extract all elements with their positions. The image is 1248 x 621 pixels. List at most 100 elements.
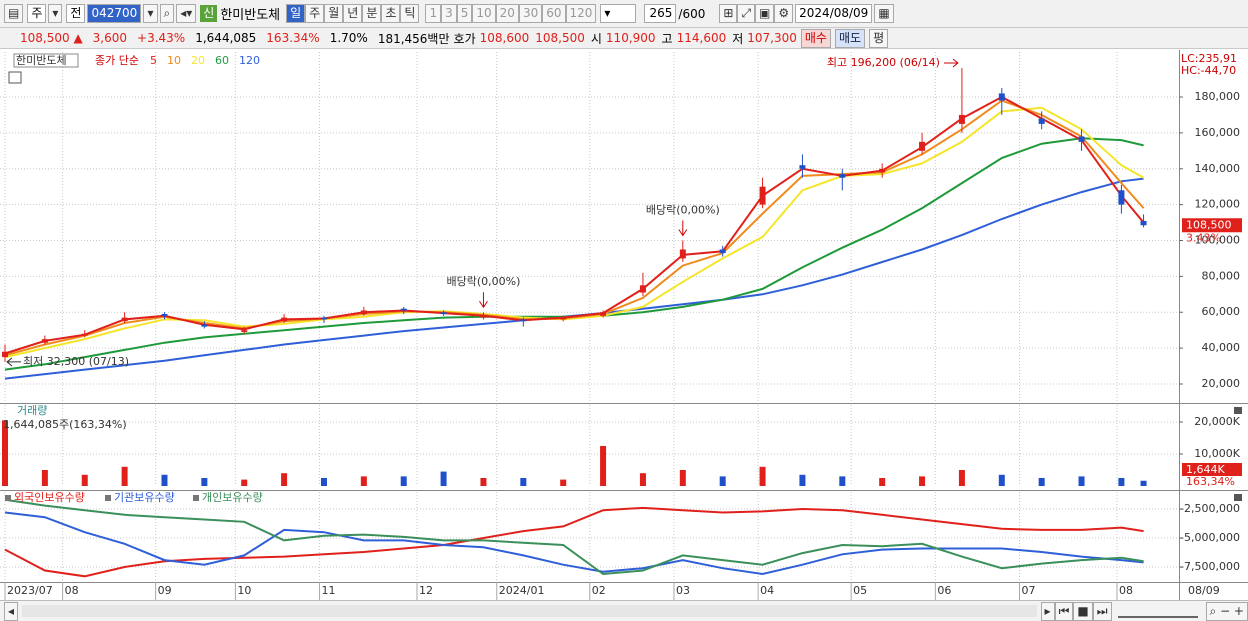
scroll-right[interactable]: ▸ — [1040, 601, 1055, 621]
zoom-button[interactable]: ⌕ − + — [1205, 601, 1248, 621]
legend-entry: 10 — [167, 54, 181, 67]
save-button[interactable]: ▣ — [755, 4, 775, 23]
search-button[interactable]: ⌕ — [159, 4, 175, 23]
scroll-track[interactable] — [22, 605, 1037, 617]
volume-bar — [2, 420, 8, 486]
legend-entry: 개인보유수량 — [202, 491, 263, 504]
interval-button[interactable]: 5 — [456, 4, 473, 23]
period-button[interactable]: 년 — [343, 4, 363, 23]
period-button[interactable]: 틱 — [400, 4, 420, 23]
period-button[interactable]: 초 — [381, 4, 401, 23]
legend-label: 종가 단순 — [95, 54, 139, 67]
calc-icon[interactable] — [8, 71, 22, 84]
interval-button[interactable]: 30 — [518, 4, 543, 23]
interval-button[interactable]: 20 — [495, 4, 519, 23]
candle-body — [958, 114, 965, 124]
series-line — [4, 106, 1145, 359]
price-tag — [1182, 218, 1242, 233]
volume-bar — [799, 474, 806, 486]
corner-label: LC:235,91 — [1181, 52, 1237, 65]
bid-ask-label: 호가 — [453, 31, 476, 46]
legend-swatch — [105, 495, 111, 501]
candle-body — [281, 317, 288, 322]
event-label: 배당락(0,00%) — [447, 275, 521, 288]
interval-button[interactable]: 10 — [472, 4, 496, 23]
interval-button[interactable]: 60 — [542, 4, 566, 23]
legend-swatch — [5, 495, 11, 501]
candle-body — [759, 186, 766, 205]
y-tick-label: -2,500,000 — [1180, 502, 1240, 515]
y-tick-label: 40,000 — [1202, 341, 1241, 354]
panel-title: 거래량 — [17, 404, 47, 417]
period-button[interactable]: 주 — [305, 4, 325, 23]
candle-body — [1118, 190, 1125, 205]
candle-body — [1078, 136, 1085, 142]
candle-body — [679, 249, 686, 259]
nav-button[interactable]: ■ — [1073, 601, 1093, 621]
x-tick-label: 2024/01 — [499, 584, 545, 597]
legend-swatch — [193, 495, 199, 501]
tool-button[interactable]: ⊞ — [719, 4, 738, 23]
panel-icon[interactable] — [1234, 494, 1242, 501]
change-rate: +3.43% — [137, 31, 186, 45]
y-tick-label: 10,000K — [1194, 447, 1240, 460]
legend-entry: 외국인보유수량 — [14, 491, 85, 504]
period-button[interactable]: 분 — [362, 4, 382, 23]
market-select[interactable]: 주 — [27, 4, 47, 23]
interval-button[interactable]: 3 — [441, 4, 457, 23]
menu-icon[interactable]: ▤ — [4, 4, 24, 23]
chart-area: 20,000 40,000 60,000 80,000 100,000 120,000 14… — [0, 49, 1248, 601]
x-tick-label: 11 — [322, 584, 336, 597]
turnover: 1.70% — [329, 31, 368, 45]
quote-bar: 108,500 ▲ 3,600 +3.43% 1,644,085 163.34%… — [0, 28, 1248, 49]
volume-bar — [958, 469, 965, 486]
panel-summary: 1,644,085주(163,34%) — [3, 418, 127, 431]
zoom-slider[interactable] — [1117, 604, 1198, 618]
candle-body — [121, 317, 128, 322]
period-button[interactable]: 일 — [286, 4, 306, 23]
code-input[interactable]: 042700 — [87, 4, 142, 23]
avg-button[interactable]: 평 — [869, 28, 889, 48]
interval-button[interactable]: 1 — [425, 4, 442, 23]
series-line — [4, 506, 1144, 578]
calendar-button[interactable]: ▦ — [874, 4, 894, 23]
low-label: 저 — [732, 31, 744, 46]
volume-bar — [161, 474, 168, 486]
series-line — [4, 95, 1145, 355]
dropdown[interactable]: ▾ — [48, 4, 63, 23]
panel-icon[interactable] — [1234, 407, 1242, 414]
volume-bar — [121, 466, 128, 486]
nav-button[interactable]: ⏮ — [1054, 601, 1074, 621]
price: 108,500 ▲ — [20, 31, 83, 45]
volume-bar — [719, 476, 726, 486]
event-label: 배당락(0,00%) — [646, 204, 720, 217]
candle-body — [998, 93, 1005, 101]
scroll-left[interactable]: ◂ — [4, 601, 19, 621]
sell-button[interactable]: 매도 — [834, 28, 866, 48]
settings-button[interactable]: ⚙ — [774, 4, 794, 23]
tool-button[interactable]: ⤢ — [737, 4, 756, 23]
nav-button[interactable]: ⏭ — [1092, 601, 1112, 621]
interval-button[interactable]: 120 — [565, 4, 597, 23]
volume-bar — [639, 473, 646, 486]
y-tick-label: -7,500,000 — [1180, 560, 1240, 573]
candle-body — [81, 333, 88, 336]
candle-body — [1038, 118, 1045, 124]
dropdown[interactable]: ▾ — [143, 4, 158, 23]
low: 107,300 — [747, 31, 797, 45]
y-tick-label: 180,000 — [1195, 90, 1241, 103]
buy-button[interactable]: 매수 — [800, 28, 831, 48]
event-arrow — [479, 292, 488, 309]
date-input[interactable]: 2024/08/09 — [795, 4, 873, 23]
x-tick-label: 08 — [1119, 584, 1133, 597]
interval-select[interactable]: ▾ — [600, 4, 637, 23]
count-input[interactable]: 265 — [644, 4, 677, 23]
period-button[interactable]: 월 — [324, 4, 344, 23]
volume-bar — [360, 476, 367, 486]
volume-bar — [839, 476, 846, 486]
value-tag-label: 1,644K — [1186, 463, 1225, 476]
sound-button[interactable]: ◂▾ — [176, 4, 197, 23]
candle-body — [161, 314, 168, 316]
type-box[interactable]: 전 — [66, 4, 86, 23]
